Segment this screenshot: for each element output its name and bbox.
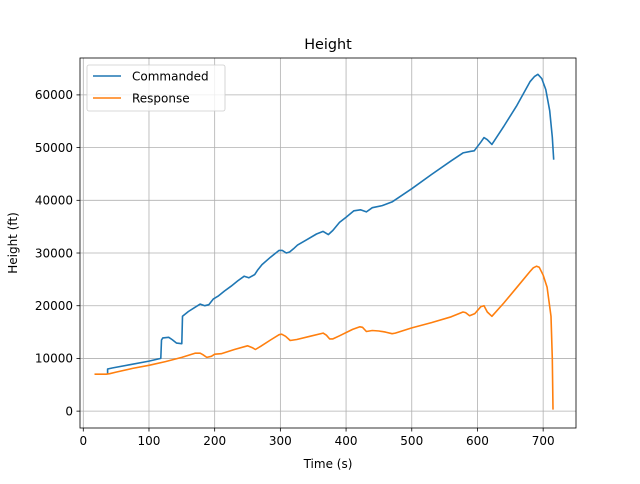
legend: Commanded Response <box>86 64 226 112</box>
series-line-commanded <box>106 73 555 375</box>
y-tick-label: 40000 <box>35 194 73 208</box>
plot-frame <box>79 57 577 429</box>
y-axis-label: Height (ft) <box>6 212 20 274</box>
x-tick-label: 200 <box>203 434 226 448</box>
y-tick-label: 50000 <box>35 141 73 155</box>
x-axis-label: Time (s) <box>303 457 353 471</box>
y-tick-label: 30000 <box>35 246 73 260</box>
chart-title: Height <box>304 37 352 53</box>
series-layer <box>94 73 555 410</box>
y-tick-label: 10000 <box>35 352 73 366</box>
legend-box <box>86 64 226 112</box>
legend-label-commanded: Commanded <box>132 70 209 84</box>
x-tick-label: 400 <box>335 434 358 448</box>
y-tick-label: 60000 <box>35 88 73 102</box>
series-line-response <box>94 265 554 410</box>
x-tick-label: 600 <box>466 434 489 448</box>
y-tick-label: 0 <box>65 404 73 418</box>
grid <box>80 58 576 428</box>
x-tick-label: 700 <box>532 434 555 448</box>
y-axis-ticks: 0 10000 20000 30000 40000 50000 60000 <box>35 88 80 418</box>
y-tick-label: 20000 <box>35 299 73 313</box>
legend-label-response: Response <box>132 92 190 106</box>
x-axis-ticks: 0 100 200 300 400 500 600 700 <box>79 428 555 448</box>
x-tick-label: 0 <box>79 434 87 448</box>
x-tick-label: 500 <box>400 434 423 448</box>
x-tick-label: 100 <box>138 434 161 448</box>
x-tick-label: 300 <box>269 434 292 448</box>
